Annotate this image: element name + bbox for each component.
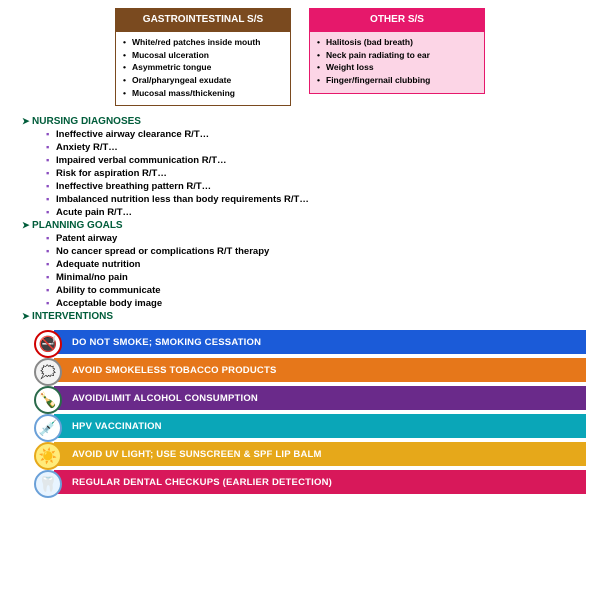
other-item: Neck pain radiating to ear: [317, 50, 477, 61]
section-item: Patent airway: [46, 233, 586, 244]
section-item: Imbalanced nutrition less than body requ…: [46, 194, 586, 205]
box-other: OTHER S/S Halitosis (bad breath) Neck pai…: [309, 8, 485, 106]
section-item: Acceptable body image: [46, 298, 586, 309]
bar-label: AVOID SMOKELESS TOBACCO PRODUCTS: [54, 358, 586, 382]
box-other-title: OTHER S/S: [309, 8, 485, 31]
section: NURSING DIAGNOSES Ineffective airway clea…: [22, 116, 586, 218]
section: INTERVENTIONS: [22, 311, 586, 322]
section-title: NURSING DIAGNOSES: [22, 116, 586, 127]
section-item: Impaired verbal communication R/T…: [46, 155, 586, 166]
info-boxes: GASTROINTESTINAL S/S White/red patches i…: [14, 8, 586, 106]
bar-label: REGULAR DENTAL CHECKUPS (EARLIER DETECTI…: [54, 470, 586, 494]
section-title: PLANNING GOALS: [22, 220, 586, 231]
section-item: Acute pain R/T…: [46, 207, 586, 218]
other-item: Finger/fingernail clubbing: [317, 75, 477, 86]
bar-label: HPV VACCINATION: [54, 414, 586, 438]
intervention-bar: ☀️AVOID UV LIGHT; USE SUNSCREEN & SPF LI…: [54, 442, 586, 466]
intervention-bar: 🚭DO NOT SMOKE; SMOKING CESSATION: [54, 330, 586, 354]
box-gi-body: White/red patches inside mouth Mucosal ul…: [115, 31, 291, 106]
gi-item: Mucosal mass/thickening: [123, 88, 283, 99]
intervention-bar: 🍾AVOID/LIMIT ALCOHOL CONSUMPTION: [54, 386, 586, 410]
section-item: Ability to communicate: [46, 285, 586, 296]
gi-item: White/red patches inside mouth: [123, 37, 283, 48]
other-item: Halitosis (bad breath): [317, 37, 477, 48]
intervention-bar: 🗯AVOID SMOKELESS TOBACCO PRODUCTS: [54, 358, 586, 382]
gi-item: Oral/pharyngeal exudate: [123, 75, 283, 86]
intervention-bars: 🚭DO NOT SMOKE; SMOKING CESSATION 🗯AVOID S…: [14, 330, 586, 494]
bar-label: AVOID UV LIGHT; USE SUNSCREEN & SPF LIP …: [54, 442, 586, 466]
section-item: Anxiety R/T…: [46, 142, 586, 153]
section-title: INTERVENTIONS: [22, 311, 586, 322]
section-item: Risk for aspiration R/T…: [46, 168, 586, 179]
box-gi: GASTROINTESTINAL S/S White/red patches i…: [115, 8, 291, 106]
section-item: Ineffective breathing pattern R/T…: [46, 181, 586, 192]
bar-label: DO NOT SMOKE; SMOKING CESSATION: [54, 330, 586, 354]
section-item: No cancer spread or complications R/T th…: [46, 246, 586, 257]
box-gi-title: GASTROINTESTINAL S/S: [115, 8, 291, 31]
section-item: Ineffective airway clearance R/T…: [46, 129, 586, 140]
gi-item: Mucosal ulceration: [123, 50, 283, 61]
section: PLANNING GOALS Patent airway No cancer spr…: [22, 220, 586, 309]
intervention-bar: 🦷REGULAR DENTAL CHECKUPS (EARLIER DETECT…: [54, 470, 586, 494]
gi-item: Asymmetric tongue: [123, 62, 283, 73]
bar-icon: 🦷: [32, 468, 64, 500]
bar-label: AVOID/LIMIT ALCOHOL CONSUMPTION: [54, 386, 586, 410]
intervention-bar: 💉HPV VACCINATION: [54, 414, 586, 438]
box-other-body: Halitosis (bad breath) Neck pain radiatin…: [309, 31, 485, 94]
other-item: Weight loss: [317, 62, 477, 73]
section-item: Adequate nutrition: [46, 259, 586, 270]
section-item: Minimal/no pain: [46, 272, 586, 283]
